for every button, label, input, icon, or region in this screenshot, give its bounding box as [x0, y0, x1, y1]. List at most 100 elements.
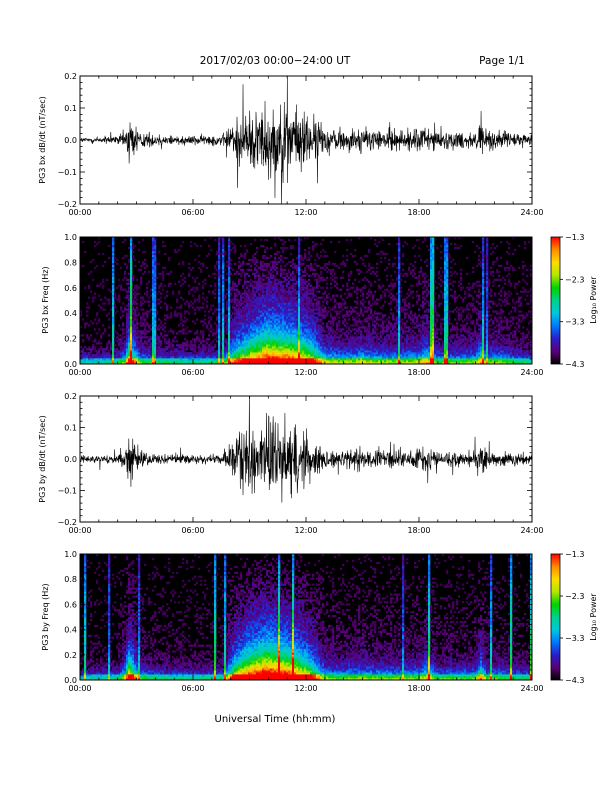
spectrogram-cell	[128, 348, 131, 351]
spectrogram-cell	[94, 346, 97, 349]
spectrogram-cell	[312, 296, 315, 299]
spectrogram-cell	[338, 350, 341, 353]
spectrogram-cell	[366, 316, 369, 319]
spectrogram-cell	[308, 290, 311, 293]
spectrogram-cell	[124, 350, 127, 353]
spectrogram-cell	[366, 348, 369, 351]
spectrogram-cell	[270, 296, 273, 299]
spectrogram-cell	[360, 338, 363, 341]
spectrogram-cell	[366, 336, 369, 339]
spectrogram-cell	[300, 314, 303, 317]
spectrogram-cell	[296, 292, 299, 295]
spectrogram-cell	[280, 320, 283, 323]
spectrogram-cell	[196, 360, 199, 363]
spectrogram-cell	[134, 284, 137, 287]
spectrogram-cell	[222, 362, 225, 365]
spectrogram-cell	[176, 362, 179, 365]
spectrogram-cell	[354, 338, 357, 341]
spectrogram-cell	[260, 264, 263, 268]
spectrogram-cell	[222, 256, 225, 260]
spectrogram-cell	[118, 358, 121, 361]
spectrogram-cell	[294, 322, 297, 325]
spectrogram-cell	[378, 284, 381, 287]
spectrogram-cell	[154, 304, 157, 307]
spectrogram-cell	[230, 294, 233, 297]
spectrogram-cell	[276, 304, 279, 307]
spectrogram-cell	[294, 308, 297, 311]
spectrogram-cell	[348, 328, 351, 331]
spectrogram-cell	[274, 262, 277, 266]
spectrogram-cell	[134, 336, 137, 339]
spectrogram-cell	[342, 350, 345, 353]
spectrogram-cell	[182, 262, 185, 266]
spectrogram-cell	[222, 264, 225, 268]
spectrogram-cell	[126, 344, 129, 347]
spectrogram-cell	[216, 326, 219, 329]
spectrogram-cell	[118, 360, 121, 363]
spectrogram-cell	[246, 332, 249, 335]
spectrogram-cell	[372, 352, 375, 355]
spectrogram-cell	[152, 268, 155, 272]
spectrogram-cell	[286, 274, 289, 277]
spectrogram-cell	[352, 308, 355, 311]
spectrogram-cell	[218, 348, 221, 351]
spectrogram-cell	[256, 302, 259, 305]
spectrogram-cell	[120, 352, 123, 355]
spectrogram-cell	[226, 326, 229, 329]
spectrogram-cell	[288, 354, 291, 357]
spectrogram-cell	[256, 336, 259, 339]
spectrogram-cell	[318, 256, 321, 260]
spectrogram-cell	[292, 308, 295, 311]
spectrogram-cell	[278, 292, 281, 295]
spectrogram-cell	[344, 342, 347, 345]
spectrogram-cell	[368, 318, 371, 321]
y-tick-label: −0.1	[58, 168, 77, 177]
spectrogram-cell	[286, 320, 289, 323]
spectrogram-cell	[164, 348, 167, 351]
spectrogram-cell	[248, 308, 251, 311]
spectrogram-cell	[292, 348, 295, 351]
spectrogram-cell	[358, 314, 361, 317]
spectrogram-cell	[84, 326, 87, 329]
spectrogram-cell	[210, 326, 213, 329]
spectrogram-cell	[142, 272, 145, 275]
spectrogram-cell	[112, 296, 115, 299]
spectrogram-cell	[236, 316, 239, 319]
spectrogram-cell	[358, 344, 361, 347]
spectrogram-cell	[164, 326, 167, 329]
spectrogram-cell	[266, 322, 269, 325]
spectrogram-cell	[222, 336, 225, 339]
spectrogram-cell	[268, 344, 271, 347]
spectrogram-cell	[280, 314, 283, 317]
spectrogram-cell	[346, 360, 349, 363]
spectrogram-cell	[298, 268, 301, 272]
spectrogram-cell	[276, 270, 279, 274]
spectrogram-cell	[380, 338, 383, 341]
spectrogram-cell	[372, 322, 375, 325]
spectrogram-cell	[334, 276, 337, 279]
spectrogram-cell	[278, 326, 281, 329]
spectrogram-cell	[308, 362, 311, 365]
spectrogram-cell	[200, 340, 203, 343]
spectrogram-cell	[144, 250, 147, 254]
spectrogram-cell	[136, 362, 139, 365]
spectrogram-cell	[212, 272, 215, 275]
spectrogram-cell	[100, 334, 103, 337]
spectrogram-cell	[284, 240, 287, 244]
spectrogram-cell	[150, 360, 153, 363]
spectrogram-cell	[284, 290, 287, 293]
spectrogram-cell	[236, 354, 239, 357]
spectrogram-cell	[348, 274, 351, 277]
spectrogram-cell	[98, 252, 101, 256]
spectrogram-cell	[218, 296, 221, 299]
spectrogram-cell	[130, 278, 133, 281]
spectrogram-cell	[108, 340, 111, 343]
spectrogram-cell	[290, 340, 293, 343]
spectrogram-cell	[184, 338, 187, 341]
spectrogram-cell	[276, 320, 279, 323]
spectrogram-cell	[226, 260, 229, 264]
spectrogram-cell	[252, 338, 255, 341]
spectrogram-cell	[356, 358, 359, 361]
spectrogram-cell	[344, 332, 347, 335]
spectrogram-cell	[286, 290, 289, 293]
